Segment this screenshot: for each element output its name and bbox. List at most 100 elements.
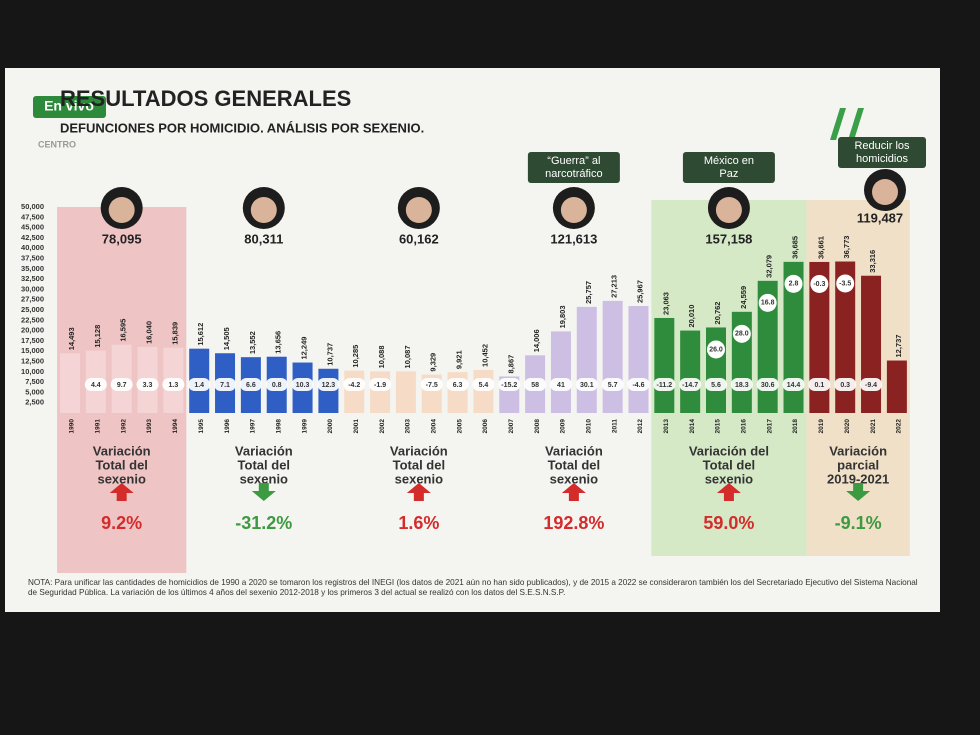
change-pill <box>369 378 392 391</box>
change-pill <box>214 378 237 391</box>
variation-value: -31.2% <box>235 513 292 533</box>
x-tick-label: 2004 <box>430 419 437 434</box>
x-tick-label: 2012 <box>637 419 644 434</box>
change-pill <box>291 378 314 391</box>
change-label: 3.3 <box>143 382 153 389</box>
x-tick-label: 2006 <box>482 419 489 434</box>
change-label: 7.1 <box>220 382 230 389</box>
variation-caption: Total del <box>393 457 445 472</box>
y-tick-label: 22,500 <box>21 315 44 324</box>
change-pill <box>136 378 159 391</box>
value-label: 36,685 <box>791 236 800 259</box>
variation-caption: Variación <box>545 443 603 458</box>
y-tick-label: 20,000 <box>21 326 44 335</box>
change-pill <box>188 378 211 391</box>
value-label: 19,803 <box>558 305 567 328</box>
variation-caption: parcial <box>837 457 879 472</box>
y-tick-label: 5,000 <box>25 387 44 396</box>
change-label: 41 <box>557 382 565 389</box>
y-tick-label: 35,000 <box>21 264 44 273</box>
x-tick-label: 2017 <box>766 419 773 434</box>
variation-arrow <box>109 483 134 501</box>
variation-arrow <box>846 483 871 501</box>
variation-arrow <box>716 483 741 501</box>
bar <box>576 306 597 413</box>
bar <box>886 360 907 413</box>
value-label: 24,559 <box>739 286 748 309</box>
x-tick-label: 2008 <box>534 419 541 434</box>
x-tick-label: 1991 <box>95 419 102 434</box>
change-label: -15.2 <box>501 382 517 389</box>
portrait-face <box>560 197 587 223</box>
change-pill <box>860 378 883 391</box>
value-label: 36,773 <box>842 236 851 259</box>
x-tick-label: 2021 <box>870 419 877 434</box>
value-label: 16,595 <box>119 319 128 342</box>
tag-box <box>838 137 926 168</box>
value-label: 15,128 <box>93 325 102 348</box>
variation-caption: sexenio <box>395 471 443 486</box>
change-pill <box>265 378 288 391</box>
value-label: 14,006 <box>532 329 541 352</box>
note: NOTA: Para unificar las cantidades de ho… <box>28 578 918 598</box>
change-pill <box>601 378 624 391</box>
sexenio-total: 157,158 <box>705 231 752 246</box>
change-label: 14.4 <box>787 382 801 389</box>
brand-mark <box>830 108 864 140</box>
change-label: 5.7 <box>608 382 618 389</box>
y-tick-label: 47,500 <box>21 212 44 221</box>
value-label: 10,737 <box>325 343 334 366</box>
value-label: 12,249 <box>300 337 309 360</box>
value-label: 25,967 <box>635 280 644 303</box>
value-label: 20,762 <box>713 302 722 325</box>
secondary-pill <box>836 274 855 293</box>
y-tick-label: 7,500 <box>25 377 44 386</box>
y-tick-label: 37,500 <box>21 253 44 262</box>
subtitle: DEFUNCIONES POR HOMICIDIO. ANÁLISIS POR … <box>60 120 424 135</box>
value-label: 23,063 <box>661 292 670 315</box>
secondary-label: 16.8 <box>761 300 775 307</box>
bar <box>835 261 856 413</box>
value-label: 10,088 <box>377 345 386 368</box>
y-tick-label: 42,500 <box>21 233 44 242</box>
change-pill <box>524 378 547 391</box>
value-label: 9,921 <box>455 350 464 369</box>
sexenio-total: 60,162 <box>399 231 439 246</box>
value-label: 13,656 <box>274 331 283 354</box>
x-tick-label: 2013 <box>663 419 670 434</box>
variation-arrow <box>406 483 431 501</box>
tag: Reducir los homicidios <box>854 140 910 165</box>
variation-value: 9.2% <box>101 513 142 533</box>
change-pill <box>782 378 805 391</box>
change-label: 12.3 <box>322 382 336 389</box>
bar <box>395 371 416 413</box>
variation-value: 192.8% <box>543 513 604 533</box>
x-tick-label: 1990 <box>69 419 76 434</box>
change-pill <box>730 378 753 391</box>
value-label: 32,079 <box>765 255 774 278</box>
x-tick-label: 2014 <box>689 419 696 434</box>
change-pill <box>162 378 185 391</box>
variation-caption: Variación <box>390 443 448 458</box>
change-pill <box>575 378 598 391</box>
change-pill <box>653 378 676 391</box>
y-tick-label: 12,500 <box>21 356 44 365</box>
y-tick-label: 10,000 <box>21 367 44 376</box>
change-pill <box>472 378 495 391</box>
value-label: 14,493 <box>67 327 76 350</box>
change-label: 18.3 <box>735 382 749 389</box>
x-tick-label: 1994 <box>172 419 179 434</box>
sexenio-total: 121,613 <box>550 231 597 246</box>
change-pill <box>498 378 521 391</box>
change-label: 1.4 <box>194 382 204 389</box>
variation-caption: Total del <box>95 457 147 472</box>
change-label: 9.7 <box>117 382 127 389</box>
change-label: 5.4 <box>479 382 489 389</box>
portrait-face <box>108 197 135 223</box>
x-tick-label: 2010 <box>586 419 593 434</box>
change-pill <box>549 378 572 391</box>
change-label: -14.7 <box>682 382 698 389</box>
variation-caption: Variación <box>93 443 151 458</box>
tag: “Guerra” al narcotráfico <box>545 155 602 180</box>
